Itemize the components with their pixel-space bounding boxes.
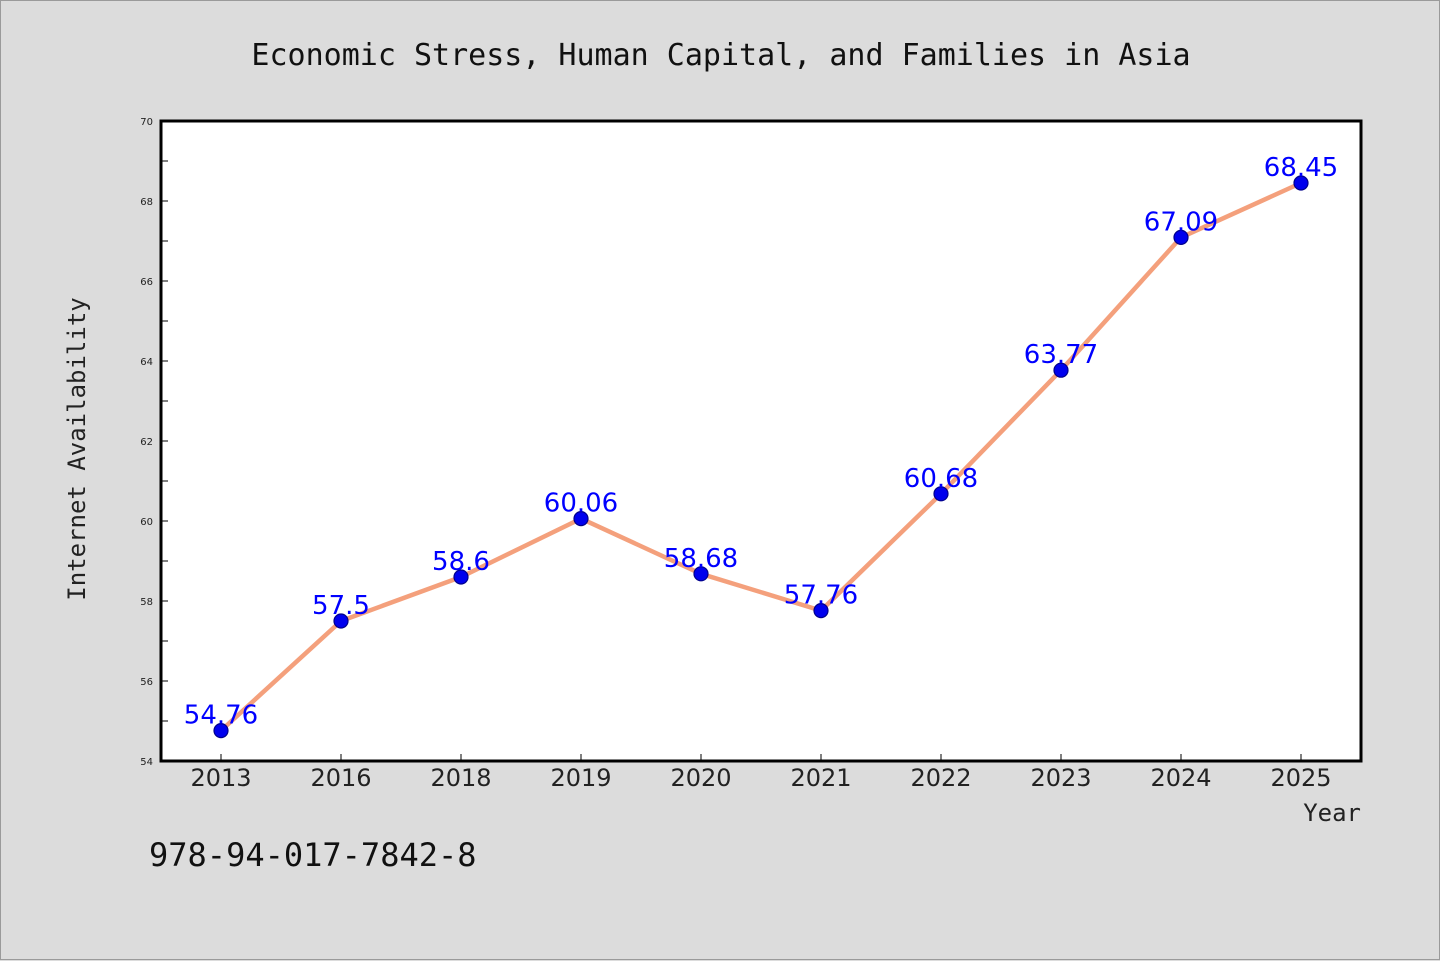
series-markers [213,175,1309,739]
x-tick-label: 2018 [430,764,491,792]
data-label: 63.77 [1024,340,1098,370]
y-tick-label: 58 [140,597,153,608]
plot-area [159,119,1363,763]
x-tick-label: 2016 [310,764,371,792]
y-axis: 54 56 58 60 62 64 66 68 70 [140,117,168,768]
chart-title: Economic Stress, Human Capital, and Fami… [251,38,1190,73]
data-point [1173,229,1189,245]
data-labels: 54.76 57.5 58.6 60.06 58.68 57.76 60.68 63.77 67… [184,153,1338,731]
x-axis: 2013 2016 2018 2019 2020 2021 2022 2023 2024 2025 [190,754,1332,792]
x-tick-label: 2023 [1030,764,1091,792]
data-point [213,722,229,739]
data-label: 54.76 [184,701,258,731]
data-label: 57.76 [784,581,858,611]
x-tick-label: 2021 [790,764,851,792]
data-point [453,569,469,585]
x-tick-label: 2019 [550,764,611,792]
data-point [1053,362,1069,378]
y-tick-label: 60 [140,517,153,528]
data-label: 60.68 [904,464,978,494]
data-label: 68.45 [1264,153,1338,183]
x-tick-label: 2020 [670,764,731,792]
data-label: 58.68 [664,544,738,574]
data-label: 58.6 [432,547,490,577]
x-tick-label: 2022 [910,764,971,792]
data-point [933,486,949,502]
data-point [573,510,589,527]
y-tick-label: 64 [140,357,153,368]
x-tick-label: 2025 [1270,764,1331,792]
y-axis-title: Internet Availability [63,297,91,600]
data-point [333,613,349,629]
x-axis-title: Year [1303,799,1361,827]
data-point [693,566,709,582]
data-point [1293,175,1309,191]
y-tick-label: 70 [140,117,153,128]
x-tick-label: 2013 [190,764,251,792]
data-point [813,602,829,619]
y-tick-label: 62 [140,437,153,448]
data-label: 60.06 [544,489,618,519]
data-label: 57.5 [312,591,370,621]
y-tick-label: 56 [140,677,153,688]
series-line [218,180,1304,733]
footnote-isbn: 978-94-017-7842-8 [149,836,477,874]
data-label: 67.09 [1144,207,1218,237]
y-tick-label: 68 [140,197,153,208]
x-tick-label: 2024 [1150,764,1211,792]
y-tick-label: 54 [140,757,153,768]
y-tick-label: 66 [140,277,153,288]
